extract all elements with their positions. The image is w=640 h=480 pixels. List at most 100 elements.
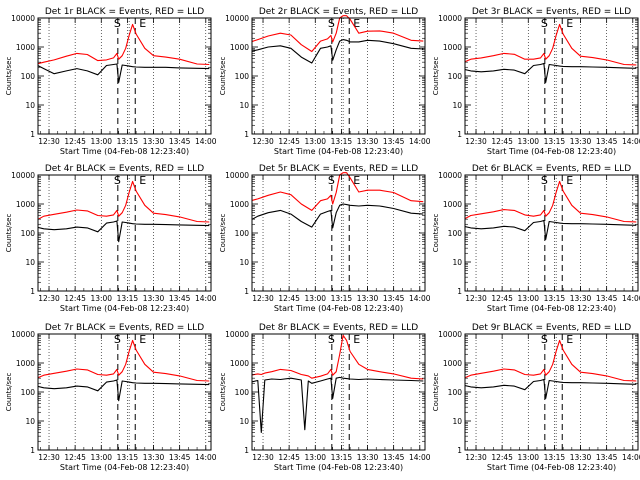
x-tick-label: 13:15 (331, 137, 353, 146)
x-gridlines (48, 334, 207, 450)
x-axis-ticks: 12:30 12:45 13:00 13:15 13:30 13:45 14:00 (465, 334, 640, 462)
y-tick-label: 100 (448, 229, 463, 238)
x-axis-ticks: 12:30 12:45 13:00 13:15 13:30 13:45 14:00 (465, 18, 640, 146)
y-tick-label: 1 (244, 287, 249, 296)
x-tick-label: 13:15 (331, 294, 353, 303)
plot-frame (37, 174, 212, 292)
x-gridlines (475, 18, 634, 134)
start-marker-label: S (328, 17, 335, 30)
x-tick-label: 13:45 (596, 137, 618, 146)
x-tick-label: 12:30 (465, 453, 487, 462)
x-axis-label: Start Time (04-Feb-08 12:23:40) (274, 463, 403, 472)
x-tick-label: 12:30 (465, 137, 487, 146)
y-axis-ticks: 1 10 100 1000 10000 (11, 330, 211, 455)
x-tick-label: 12:45 (491, 294, 513, 303)
panel-title: Det 5r BLACK = Events, RED = LLD (259, 164, 418, 174)
events-series-line (465, 378, 637, 399)
x-axis-label: Start Time (04-Feb-08 12:23:40) (274, 147, 403, 156)
y-axis-label: Counts/sec (5, 214, 13, 253)
x-tick-label: 13:45 (169, 294, 191, 303)
y-tick-label: 10000 (225, 14, 249, 23)
x-tick-label: 12:30 (38, 294, 60, 303)
y-axis-label: Counts/sec (5, 57, 13, 96)
lld-series-line (252, 172, 424, 211)
x-tick-label: 13:45 (383, 137, 405, 146)
y-axis-label: Counts/sec (432, 57, 440, 96)
end-marker-label: E (566, 17, 573, 30)
x-tick-label: 13:00 (304, 294, 326, 303)
x-axis-label: Start Time (04-Feb-08 12:23:40) (60, 147, 189, 156)
start-marker-label: S (328, 174, 335, 187)
x-tick-label: 12:45 (491, 453, 513, 462)
events-series-line (252, 203, 424, 229)
events-series-line (465, 62, 637, 83)
events-series-line (38, 379, 210, 402)
x-tick-label: 13:15 (117, 294, 139, 303)
start-marker-label: S (114, 333, 121, 346)
x-tick-label: 12:45 (64, 453, 86, 462)
x-axis-label: Start Time (04-Feb-08 12:23:40) (487, 147, 616, 156)
x-tick-label: 12:30 (252, 294, 274, 303)
y-axis-ticks: 1 10 100 1000 10000 (438, 14, 638, 139)
start-marker-label: S (328, 333, 335, 346)
y-tick-label: 1000 (230, 43, 249, 52)
x-tick-label: 13:30 (570, 453, 592, 462)
plot-frame (37, 17, 212, 135)
y-tick-label: 10 (452, 101, 462, 110)
x-tick-label: 14:00 (409, 137, 431, 146)
lld-series-line (38, 180, 210, 223)
y-tick-label: 1 (244, 446, 249, 455)
plot-frame (37, 333, 212, 451)
x-axis-ticks: 12:30 12:45 13:00 13:15 13:30 13:45 14:00 (38, 175, 217, 303)
x-tick-label: 14:00 (622, 453, 640, 462)
x-axis-label: Start Time (04-Feb-08 12:23:40) (487, 463, 616, 472)
y-tick-label: 100 (235, 72, 250, 81)
y-tick-label: 10000 (11, 330, 35, 339)
y-axis-ticks: 1 10 100 1000 10000 (11, 171, 211, 296)
events-series-line (38, 63, 210, 83)
x-axis-label: Start Time (04-Feb-08 12:23:40) (487, 304, 616, 313)
x-tick-label: 13:30 (143, 137, 165, 146)
x-tick-label: 13:30 (357, 453, 379, 462)
y-tick-label: 10000 (11, 171, 35, 180)
x-tick-label: 12:45 (278, 137, 300, 146)
events-series-line (252, 39, 424, 64)
x-tick-label: 12:45 (64, 294, 86, 303)
x-tick-label: 13:30 (570, 137, 592, 146)
y-tick-label: 10 (239, 417, 249, 426)
panel-title: Det 7r BLACK = Events, RED = LLD (45, 323, 204, 333)
x-tick-label: 13:00 (90, 453, 112, 462)
x-axis-ticks: 12:30 12:45 13:00 13:15 13:30 13:45 14:00 (465, 175, 640, 303)
end-marker-label: E (353, 17, 360, 30)
events-series-line (465, 219, 637, 240)
x-axis-label: Start Time (04-Feb-08 12:23:40) (274, 304, 403, 313)
x-tick-label: 14:00 (622, 137, 640, 146)
end-marker-label: E (353, 333, 360, 346)
y-tick-label: 1000 (443, 200, 462, 209)
end-marker-label: E (353, 174, 360, 187)
x-tick-label: 13:00 (517, 453, 539, 462)
lld-series-line (465, 180, 637, 223)
lld-series-line (252, 334, 424, 380)
x-tick-label: 12:45 (278, 453, 300, 462)
x-axis-ticks: 12:30 12:45 13:00 13:15 13:30 13:45 14:00 (252, 334, 431, 462)
x-tick-label: 14:00 (195, 453, 217, 462)
lld-series-line (38, 339, 210, 382)
y-tick-label: 10000 (438, 14, 462, 23)
x-tick-label: 13:00 (517, 137, 539, 146)
panel-title: Det 8r BLACK = Events, RED = LLD (259, 323, 418, 333)
events-series-line (38, 220, 210, 243)
y-tick-label: 100 (448, 388, 463, 397)
x-tick-label: 12:30 (38, 137, 60, 146)
y-tick-label: 1000 (16, 43, 35, 52)
panel-title: Det 3r BLACK = Events, RED = LLD (472, 7, 631, 17)
y-tick-label: 100 (448, 72, 463, 81)
y-tick-label: 10000 (225, 171, 249, 180)
x-gridlines (48, 18, 207, 134)
lld-series-line (465, 23, 637, 66)
x-tick-label: 13:15 (544, 294, 566, 303)
